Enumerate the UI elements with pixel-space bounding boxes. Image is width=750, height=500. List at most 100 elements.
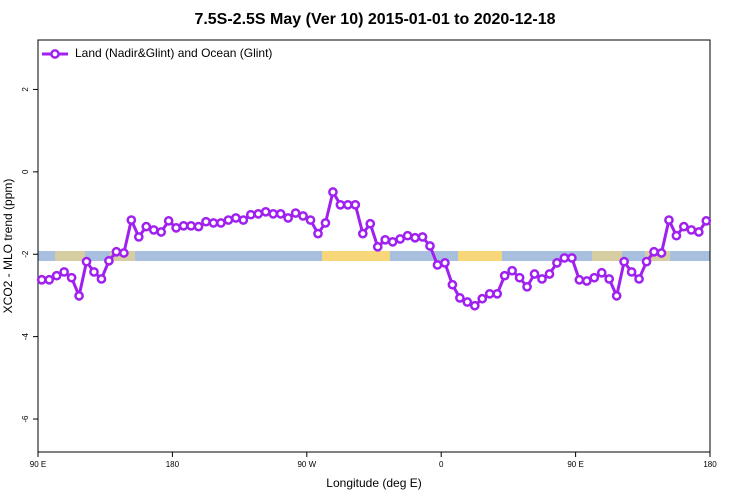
legend-label: Land (Nadir&Glint) and Ocean (Glint) — [75, 46, 272, 60]
y-tick-label: -6 — [21, 415, 30, 423]
data-point — [544, 269, 555, 279]
data-point — [679, 221, 689, 232]
data-point — [529, 269, 540, 279]
data-point — [387, 237, 398, 247]
data-point — [552, 258, 562, 268]
data-point — [395, 234, 405, 244]
legend-marker — [50, 49, 60, 59]
x-tick-label: 90 E — [30, 460, 46, 469]
data-point — [245, 209, 256, 220]
x-tick-label: 90 W — [297, 460, 316, 469]
land-band — [322, 251, 390, 261]
data-point — [238, 215, 249, 225]
data-point — [365, 218, 376, 229]
data-point — [320, 218, 331, 228]
data-point — [477, 293, 488, 304]
data-point — [148, 225, 159, 235]
data-point — [343, 199, 353, 210]
data-point — [133, 232, 144, 242]
data-point — [119, 248, 129, 258]
data-point — [455, 293, 465, 303]
data-point — [693, 227, 704, 237]
data-point — [298, 211, 308, 221]
data-point — [231, 213, 241, 223]
data-point — [604, 274, 615, 284]
data-point — [74, 291, 84, 301]
data-point — [111, 246, 122, 257]
data-point — [36, 274, 47, 285]
land-mask — [38, 251, 710, 261]
data-point — [51, 270, 62, 281]
data-point — [499, 270, 510, 281]
data-point — [574, 274, 585, 285]
data-point — [163, 216, 174, 226]
data-point — [171, 223, 181, 233]
y-tick-label: 2 — [21, 87, 30, 92]
data-point — [260, 206, 271, 217]
data-point — [208, 218, 219, 228]
data-point — [156, 227, 167, 237]
data-point — [634, 274, 644, 284]
data-point — [559, 253, 570, 263]
data-point — [66, 272, 77, 283]
x-tick-label: 180 — [166, 460, 180, 469]
data-point — [350, 199, 361, 210]
data-point — [425, 241, 435, 251]
data-point — [589, 272, 600, 283]
data-point — [81, 256, 92, 267]
land-band — [645, 251, 670, 261]
y-tick-label: -4 — [21, 333, 30, 341]
data-point — [268, 209, 279, 219]
data-point — [223, 215, 234, 225]
x-tick-label: 0 — [439, 460, 444, 469]
land-band — [458, 251, 502, 261]
y-tick-label: -2 — [21, 250, 30, 258]
data-point — [59, 267, 69, 277]
data-point — [201, 216, 211, 227]
data-point — [380, 234, 391, 245]
data-point — [664, 215, 674, 225]
data-point — [447, 279, 458, 290]
data-point — [671, 230, 682, 241]
data-point — [537, 274, 547, 284]
data-point — [484, 288, 495, 299]
data-point — [611, 291, 622, 301]
data-point — [619, 256, 629, 267]
data-point — [462, 297, 473, 307]
data-point — [126, 215, 137, 225]
chart-title: 7.5S-2.5S May (Ver 10) 2015-01-01 to 202… — [194, 11, 555, 28]
data-point — [96, 274, 107, 284]
data-point — [626, 267, 637, 277]
data-point — [514, 272, 525, 283]
data-point — [492, 288, 503, 299]
x-axis-label: Longitude (deg E) — [326, 476, 421, 490]
data-point — [104, 255, 114, 266]
data-point — [178, 220, 189, 231]
x-tick-label: 90 E — [567, 460, 583, 469]
data-point — [701, 216, 712, 226]
data-point — [469, 300, 480, 311]
data-point — [522, 281, 532, 292]
data-point — [417, 232, 428, 242]
data-point — [357, 228, 368, 239]
data-point — [641, 256, 652, 267]
data-point — [335, 199, 346, 210]
data-point — [193, 221, 204, 232]
land-band — [592, 251, 622, 261]
data-point — [186, 220, 196, 231]
land-band — [55, 251, 85, 261]
data-point — [410, 232, 420, 243]
data-point — [507, 265, 517, 276]
data-point — [581, 276, 592, 286]
data-point — [649, 246, 659, 257]
data-point — [253, 209, 264, 219]
x-tick-label: 180 — [703, 460, 717, 469]
plot-frame — [37, 39, 711, 453]
data-point — [141, 221, 152, 232]
data-point — [440, 258, 450, 268]
data-point — [328, 187, 338, 197]
y-tick-label: 0 — [21, 169, 30, 174]
data-point — [290, 208, 301, 218]
data-point — [596, 267, 607, 278]
